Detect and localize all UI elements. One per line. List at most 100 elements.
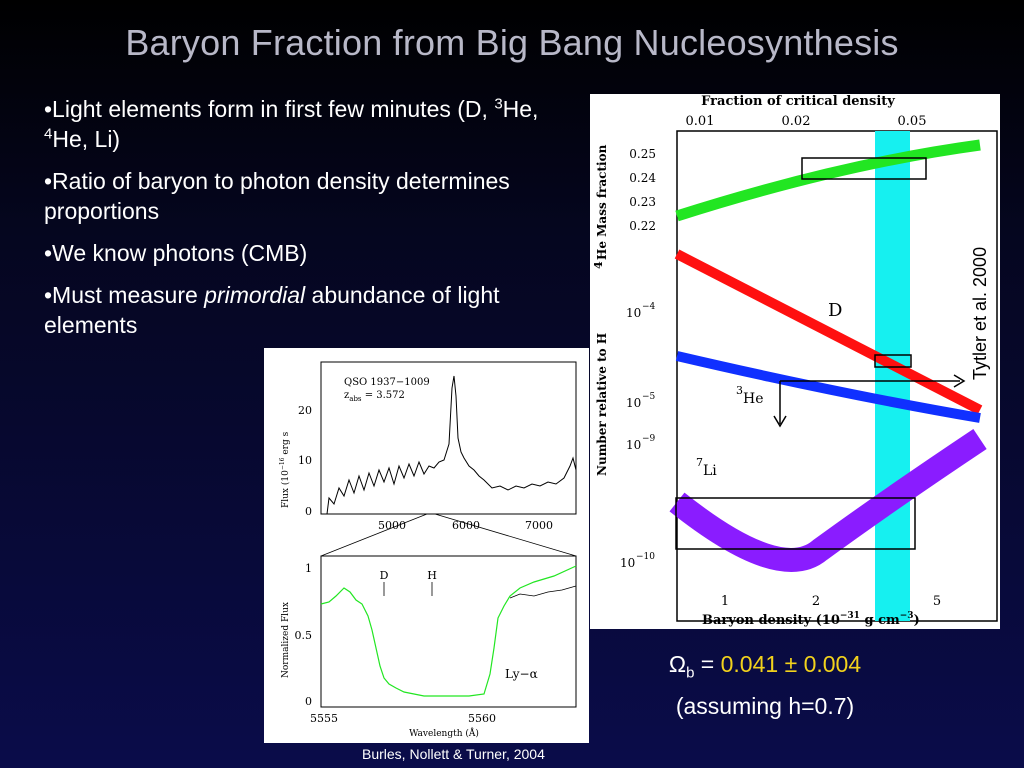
omega-value: 0.041 ± 0.004 <box>720 651 862 677</box>
bottom-y-title: Normalized Flux <box>281 602 291 678</box>
bbn-plot-svg: Fraction of critical density 0.01 0.02 0… <box>592 94 998 628</box>
qso-plot-svg: QSO 1937−1009 zabs = 3.572 20 10 0 5000 … <box>279 361 577 739</box>
bullet-text: He, Li) <box>52 126 121 152</box>
bottom-y-tick: 0.5 <box>295 629 313 642</box>
bullet-list: •Light elements form in first few minute… <box>44 94 544 352</box>
h-label: H <box>427 569 437 582</box>
top-tick-label: 0.05 <box>898 114 927 129</box>
bullet-text: abundance of light elements <box>44 282 500 338</box>
bottom-y-tick: 0 <box>305 695 312 708</box>
lithium7-box <box>675 497 916 550</box>
bottom-plot-frame <box>320 555 577 708</box>
slide-title: Baryon Fraction from Big Bang Nucleosynt… <box>125 22 899 63</box>
top-y-title-part: erg s <box>281 431 291 457</box>
bullet-light-elements: •Light elements form in first few minute… <box>44 94 544 154</box>
y-axis-title: Number relative to H <box>595 333 609 476</box>
omega-equation: Ωb = 0.041 ± 0.004 <box>620 648 910 690</box>
bullet-ratio: •Ratio of baryon to photon density deter… <box>44 168 510 224</box>
bottom-x-tick: 5560 <box>468 712 496 725</box>
superscript: 3 <box>494 95 503 113</box>
y-tick-exp: −4 <box>642 302 656 312</box>
x-title-exp: −31 <box>840 611 860 621</box>
bullet-emphasis: primordial <box>204 282 306 308</box>
lithium7-sup: 7 <box>696 456 703 469</box>
equals-sign: = <box>694 651 721 677</box>
y-tick-exp: −9 <box>642 434 656 444</box>
qso-spectrum-line <box>321 375 577 515</box>
arrow-right-icon <box>953 374 966 388</box>
bullet-primordial: •Must measure primordial abundance of li… <box>44 280 544 340</box>
helium-tick: 0.24 <box>629 171 656 185</box>
top-x-tick: 5000 <box>378 519 406 532</box>
helium4-curve <box>675 139 981 222</box>
observed-flux-line <box>509 585 577 599</box>
qso-spectrum-figure: QSO 1937−1009 zabs = 3.572 20 10 0 5000 … <box>264 348 589 743</box>
x-title-part: ) <box>914 613 920 628</box>
top-y-title-exp: −16 <box>279 457 286 470</box>
y-tick-exp: −5 <box>642 392 656 402</box>
zoom-line-right <box>434 513 577 557</box>
helium3-curve <box>675 351 981 423</box>
top-tick-label: 0.02 <box>782 114 811 129</box>
x-tick: 1 <box>721 594 729 609</box>
helium3-label: He <box>743 391 764 407</box>
plot-frame <box>676 130 998 622</box>
deuterium-label: D <box>828 300 842 321</box>
x-tick: 2 <box>812 594 820 609</box>
top-y-title-part: Flux (10 <box>280 470 291 508</box>
y-tick: 10 <box>626 438 641 452</box>
bottom-x-tick: 5555 <box>310 712 338 725</box>
lithium7-curve <box>669 429 987 572</box>
x-title-part: g cm <box>860 613 900 628</box>
superscript: 4 <box>44 125 53 143</box>
top-plot-frame <box>320 361 577 515</box>
burles-credit: Burles, Nollett & Turner, 2004 <box>362 746 545 762</box>
bottom-y-tick: 1 <box>305 562 312 575</box>
helium4-box <box>801 157 927 180</box>
omega-baryon-result: Ωb = 0.041 ± 0.004 (assuming h=0.7) <box>620 648 910 722</box>
zabs-label: z <box>344 390 349 401</box>
zoom-line-left <box>320 513 428 557</box>
y-tick-exp: −10 <box>636 552 655 562</box>
bottom-x-title: Wavelength (Å) <box>409 727 479 739</box>
tytler-credit: Tytler et al. 2000 <box>970 246 990 380</box>
zabs-value: = 3.572 <box>362 390 405 401</box>
deuterium-box <box>874 354 912 368</box>
helium-axis-title: He Mass fraction <box>595 144 609 260</box>
top-x-tick: 6000 <box>452 519 480 532</box>
bullet-text: •Must measure <box>44 282 205 308</box>
helium-axis-sup: 4 <box>592 261 605 269</box>
top-y-title: Flux (10−16 erg s <box>279 431 291 508</box>
bullet-photons: •We know photons (CMB) <box>44 240 308 266</box>
top-x-tick: 7000 <box>525 519 553 532</box>
d-label: D <box>380 569 389 582</box>
top-y-tick: 20 <box>298 404 312 417</box>
y-tick: 10 <box>620 556 635 570</box>
helium-tick: 0.25 <box>629 147 656 161</box>
y-tick: 10 <box>626 306 641 320</box>
lithium7-label: Li <box>703 463 717 479</box>
deuterium-curve <box>674 249 983 415</box>
arrow-down-icon <box>773 415 787 428</box>
omega-subscript: b <box>686 664 695 682</box>
top-y-tick: 10 <box>298 454 312 467</box>
x-axis-title: Baryon density (10−31 g cm−3) <box>702 611 920 628</box>
omega-note: (assuming h=0.7) <box>675 692 855 719</box>
top-tick-label: 0.01 <box>686 114 715 129</box>
zabs-sub: abs <box>349 395 362 403</box>
helium-tick: 0.23 <box>629 195 656 209</box>
bbn-abundance-figure: Fraction of critical density 0.01 0.02 0… <box>590 94 1000 629</box>
helium-tick: 0.22 <box>629 219 656 233</box>
helium3-sup: 3 <box>736 384 743 397</box>
bullet-text: •Light elements form in first few minute… <box>44 96 495 122</box>
x-tick: 5 <box>933 594 941 609</box>
model-fit-line <box>320 565 577 697</box>
x-title-part: Baryon density (10 <box>702 613 840 628</box>
bullet-text: He, <box>502 96 539 122</box>
y-tick: 10 <box>626 396 641 410</box>
top-axis-title: Fraction of critical density <box>701 94 895 109</box>
omega-symbol: Ω <box>668 651 687 677</box>
lyman-alpha-label: Ly−α <box>505 667 538 681</box>
top-y-tick: 0 <box>305 505 312 518</box>
qso-name: QSO 1937−1009 <box>344 377 430 388</box>
